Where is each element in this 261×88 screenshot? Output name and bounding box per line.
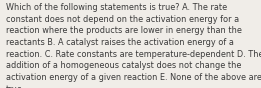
Text: Which of the following statements is true? A. The rate
constant does not depend : Which of the following statements is tru… <box>6 3 261 88</box>
